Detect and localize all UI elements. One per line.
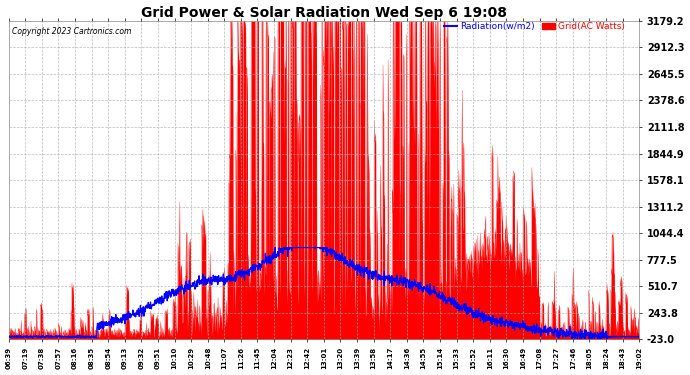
Text: Copyright 2023 Cartronics.com: Copyright 2023 Cartronics.com [12,27,131,36]
Legend: Radiation(w/m2), Grid(AC Watts): Radiation(w/m2), Grid(AC Watts) [440,19,629,35]
Title: Grid Power & Solar Radiation Wed Sep 6 19:08: Grid Power & Solar Radiation Wed Sep 6 1… [141,6,507,20]
